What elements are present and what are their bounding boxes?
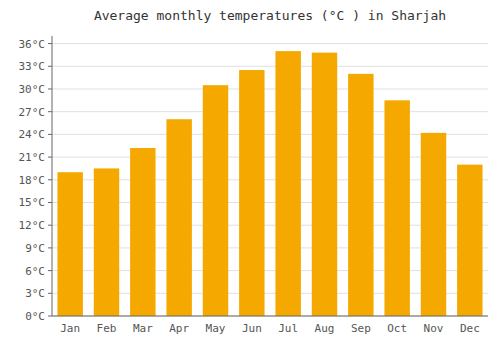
y-tick (48, 43, 52, 44)
grid-line (52, 111, 488, 112)
y-tick (48, 225, 52, 226)
y-tick-label: 27°C (19, 106, 46, 119)
grid-line (52, 88, 488, 89)
x-tick-label: Oct (387, 322, 407, 335)
y-tick (48, 66, 52, 67)
x-tick-label: Dec (460, 322, 480, 335)
bar (312, 53, 337, 316)
y-tick-label: 0°C (25, 310, 45, 323)
bar (239, 70, 264, 316)
y-tick (48, 88, 52, 89)
grid-line (52, 66, 488, 67)
bar (94, 168, 119, 316)
y-tick-label: 33°C (19, 60, 46, 73)
bar (57, 172, 82, 316)
bar (348, 74, 373, 316)
x-tick-label: Nov (424, 322, 444, 335)
x-tick-label: Apr (169, 322, 189, 335)
x-tick-label: May (206, 322, 226, 335)
x-axis (52, 316, 488, 317)
bar (457, 165, 482, 316)
bar (130, 148, 155, 316)
y-tick-label: 15°C (19, 196, 46, 209)
grid (52, 44, 488, 316)
x-tick-label: Jul (278, 322, 298, 335)
y-axis (52, 36, 53, 316)
y-tick-label: 18°C (19, 174, 46, 187)
y-tick-label: 30°C (19, 83, 46, 96)
bar (421, 133, 446, 316)
title: Average monthly temperatures (°C ) in Sh… (94, 8, 446, 23)
y-tick (48, 202, 52, 203)
grid-line (52, 43, 488, 44)
bar (384, 100, 409, 316)
bar (203, 85, 228, 316)
y-tick (48, 157, 52, 158)
y-tick-label: 6°C (25, 265, 45, 278)
y-tick (48, 111, 52, 112)
grid-line (52, 316, 488, 317)
x-tick-label: Jun (242, 322, 262, 335)
x-tick-label: Mar (133, 322, 153, 335)
bar (275, 51, 300, 316)
chart: Average monthly temperatures (°C ) in Sh… (0, 0, 500, 350)
y-tick-label: 36°C (19, 38, 46, 51)
y-tick (48, 270, 52, 271)
y-tick (48, 247, 52, 248)
y-tick-label: 21°C (19, 151, 46, 164)
y-tick-label: 12°C (19, 219, 46, 232)
x-tick-label: Jan (60, 322, 80, 335)
y-tick-label: 3°C (25, 287, 45, 300)
y-tick (48, 179, 52, 180)
x-tick-label: Feb (97, 322, 117, 335)
y-tick (48, 316, 52, 317)
y-tick-label: 9°C (25, 242, 45, 255)
bars (57, 51, 482, 316)
x-tick-label: Sep (351, 322, 371, 335)
y-tick (48, 134, 52, 135)
bar (166, 119, 191, 316)
y-tick-label: 24°C (19, 128, 46, 141)
x-tick-label: Aug (315, 322, 335, 335)
y-tick (48, 293, 52, 294)
